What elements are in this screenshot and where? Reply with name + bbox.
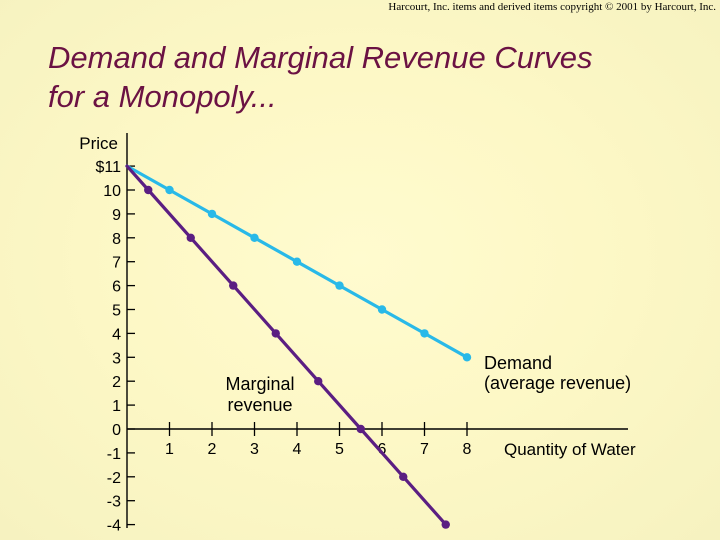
y-tick-label: 10 [103,183,121,200]
demand-label-line-2: (average revenue) [484,373,631,393]
y-tick-label: -1 [107,446,121,463]
demand-point [462,353,472,362]
chart-title-line-1: Demand and Marginal Revenue Curves [48,40,593,75]
x-tick-label: 2 [208,441,217,458]
axes [126,133,628,528]
demand-label-line-1: Demand [484,353,552,373]
x-tick-label: 6 [378,441,387,458]
x-tick-label: 4 [293,441,302,458]
marginal-revenue-label-line-1: Marginal [225,374,294,394]
marginal-revenue-point [229,281,238,290]
demand-point [335,281,344,290]
y-tick-label: 3 [112,350,121,367]
x-axis-title: Quantity of Water [504,440,636,459]
y-tick-label: 2 [112,374,121,391]
y-axis-title: Price [79,134,118,153]
marginal-revenue-point [356,424,365,434]
x-tick-label: 7 [420,441,429,458]
series-points [144,185,472,529]
x-tick-label: 5 [335,441,344,458]
y-tick-label: 4 [112,326,121,343]
marginal-revenue-line [125,164,448,527]
chart-title: Demand and Marginal Revenue Curves for a… [48,38,593,116]
demand-point [250,233,259,242]
demand-point [292,257,302,266]
x-tick-label: 8 [463,441,472,458]
marginal-revenue-point [144,185,153,195]
y-tick-label: -3 [107,494,121,511]
y-tick-label: -2 [107,470,121,487]
y-tick-label: $11 [95,159,121,176]
y-tick-label: 9 [112,207,121,224]
marginal-revenue-point [271,329,280,338]
y-tick-label: 1 [112,398,121,415]
ticks [127,165,468,526]
chart-title-line-2: for a Monopoly... [48,79,277,114]
marginal-revenue-point [186,233,195,242]
y-tick-label: 5 [112,303,121,320]
demand-point [420,329,429,338]
demand-point [377,305,387,314]
x-tick-label: 1 [165,441,174,458]
demand-point [207,209,217,219]
y-tick-label: 7 [112,255,121,272]
marginal-revenue-point [399,472,408,481]
copyright-notice: Harcourt, Inc. items and derived items c… [388,1,716,13]
x-tick-label: 3 [250,441,259,458]
y-tick-label: 0 [112,422,121,439]
marginal-revenue-label-line-2: revenue [227,395,292,415]
y-tick-label: 8 [112,231,121,248]
y-tick-label: -4 [107,518,121,535]
marginal-revenue-point [314,377,323,386]
marginal-revenue-point [441,520,450,529]
series-lines [125,164,469,527]
demand-point [165,185,174,195]
y-tick-label: 6 [112,279,121,296]
